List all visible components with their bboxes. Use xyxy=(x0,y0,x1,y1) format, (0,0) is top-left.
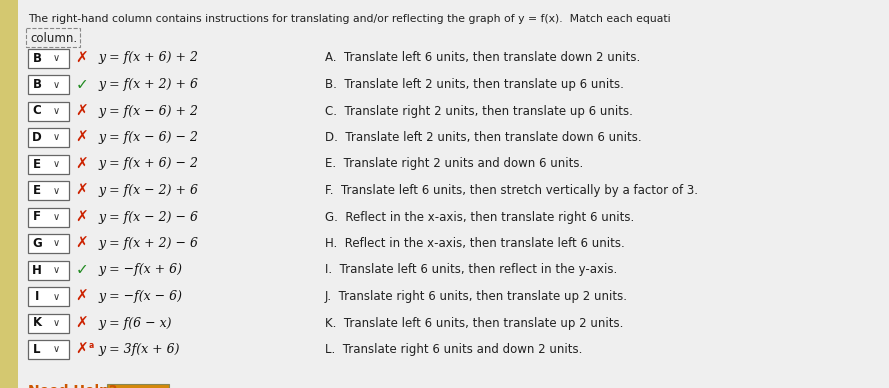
FancyBboxPatch shape xyxy=(28,181,68,200)
FancyBboxPatch shape xyxy=(28,102,68,121)
Text: D: D xyxy=(32,131,42,144)
FancyBboxPatch shape xyxy=(107,384,169,388)
Text: ∨: ∨ xyxy=(52,265,60,275)
Text: ∨: ∨ xyxy=(52,318,60,328)
Text: C.  Translate right 2 units, then translate up 6 units.: C. Translate right 2 units, then transla… xyxy=(325,104,633,118)
Text: ∨: ∨ xyxy=(52,132,60,142)
Text: F: F xyxy=(33,211,41,223)
FancyBboxPatch shape xyxy=(28,208,68,227)
Text: G.  Reflect in the x-axis, then translate right 6 units.: G. Reflect in the x-axis, then translate… xyxy=(325,211,634,223)
Text: I.  Translate left 6 units, then reflect in the y-axis.: I. Translate left 6 units, then reflect … xyxy=(325,263,617,277)
Text: y = −f(x + 6): y = −f(x + 6) xyxy=(98,263,182,277)
Text: ∨: ∨ xyxy=(52,53,60,63)
Text: ✗: ✗ xyxy=(76,130,88,145)
FancyBboxPatch shape xyxy=(28,128,68,147)
Text: y = f(x + 2) − 6: y = f(x + 2) − 6 xyxy=(98,237,198,250)
Text: y = −f(x − 6): y = −f(x − 6) xyxy=(98,290,182,303)
Text: y = f(x − 6) − 2: y = f(x − 6) − 2 xyxy=(98,131,198,144)
Text: L.  Translate right 6 units and down 2 units.: L. Translate right 6 units and down 2 un… xyxy=(325,343,582,356)
Text: y = 3f(x + 6): y = 3f(x + 6) xyxy=(98,343,180,356)
FancyBboxPatch shape xyxy=(28,260,68,279)
Text: C: C xyxy=(33,104,42,118)
Text: ∨: ∨ xyxy=(52,212,60,222)
Text: I: I xyxy=(35,290,39,303)
FancyBboxPatch shape xyxy=(28,234,68,253)
Text: ∨: ∨ xyxy=(52,80,60,90)
Text: ✓: ✓ xyxy=(76,77,88,92)
Text: column.: column. xyxy=(30,32,77,45)
FancyBboxPatch shape xyxy=(28,154,68,173)
Text: ✗: ✗ xyxy=(76,156,88,171)
Text: y = f(x − 2) + 6: y = f(x − 2) + 6 xyxy=(98,184,198,197)
Text: J.  Translate right 6 units, then translate up 2 units.: J. Translate right 6 units, then transla… xyxy=(325,290,628,303)
Text: B.  Translate left 2 units, then translate up 6 units.: B. Translate left 2 units, then translat… xyxy=(325,78,624,91)
FancyBboxPatch shape xyxy=(28,48,68,68)
Text: ✓: ✓ xyxy=(76,263,88,277)
Text: B: B xyxy=(33,78,42,91)
FancyBboxPatch shape xyxy=(28,340,68,359)
Text: ✗: ✗ xyxy=(76,315,88,331)
Text: y = f(x + 6) − 2: y = f(x + 6) − 2 xyxy=(98,158,198,170)
FancyBboxPatch shape xyxy=(28,287,68,306)
Text: K.  Translate left 6 units, then translate up 2 units.: K. Translate left 6 units, then translat… xyxy=(325,317,623,329)
Bar xyxy=(0,0,18,388)
Text: ✗: ✗ xyxy=(76,104,88,118)
Text: ∨: ∨ xyxy=(52,106,60,116)
Text: y = f(x − 6) + 2: y = f(x − 6) + 2 xyxy=(98,104,198,118)
Text: y = f(x + 2) + 6: y = f(x + 2) + 6 xyxy=(98,78,198,91)
Text: ∨: ∨ xyxy=(52,291,60,301)
Text: ✗: ✗ xyxy=(76,342,88,357)
FancyBboxPatch shape xyxy=(28,314,68,333)
Text: E: E xyxy=(33,158,41,170)
Text: y = f(6 − x): y = f(6 − x) xyxy=(98,317,172,329)
Text: E.  Translate right 2 units and down 6 units.: E. Translate right 2 units and down 6 un… xyxy=(325,158,583,170)
Text: a: a xyxy=(88,341,93,350)
Text: D.  Translate left 2 units, then translate down 6 units.: D. Translate left 2 units, then translat… xyxy=(325,131,642,144)
FancyBboxPatch shape xyxy=(28,75,68,94)
Text: B: B xyxy=(33,52,42,64)
Text: ∨: ∨ xyxy=(52,239,60,248)
Text: K: K xyxy=(32,317,42,329)
Text: F.  Translate left 6 units, then stretch vertically by a factor of 3.: F. Translate left 6 units, then stretch … xyxy=(325,184,698,197)
Text: Need Help?: Need Help? xyxy=(28,384,117,388)
Text: y = f(x − 2) − 6: y = f(x − 2) − 6 xyxy=(98,211,198,223)
Text: ✗: ✗ xyxy=(76,210,88,225)
Text: ∨: ∨ xyxy=(52,345,60,355)
Text: y = f(x + 6) + 2: y = f(x + 6) + 2 xyxy=(98,52,198,64)
Text: ✗: ✗ xyxy=(76,50,88,66)
Text: A.  Translate left 6 units, then translate down 2 units.: A. Translate left 6 units, then translat… xyxy=(325,52,640,64)
Text: H.  Reflect in the x-axis, then translate left 6 units.: H. Reflect in the x-axis, then translate… xyxy=(325,237,625,250)
Text: ∨: ∨ xyxy=(52,185,60,196)
Text: ∨: ∨ xyxy=(52,159,60,169)
Text: E: E xyxy=(33,184,41,197)
Text: ✗: ✗ xyxy=(76,183,88,198)
Text: ✗: ✗ xyxy=(76,236,88,251)
Text: H: H xyxy=(32,263,42,277)
Text: G: G xyxy=(32,237,42,250)
Text: L: L xyxy=(33,343,41,356)
Text: The right-hand column contains instructions for translating and/or reflecting th: The right-hand column contains instructi… xyxy=(28,14,670,24)
Text: ✗: ✗ xyxy=(76,289,88,304)
